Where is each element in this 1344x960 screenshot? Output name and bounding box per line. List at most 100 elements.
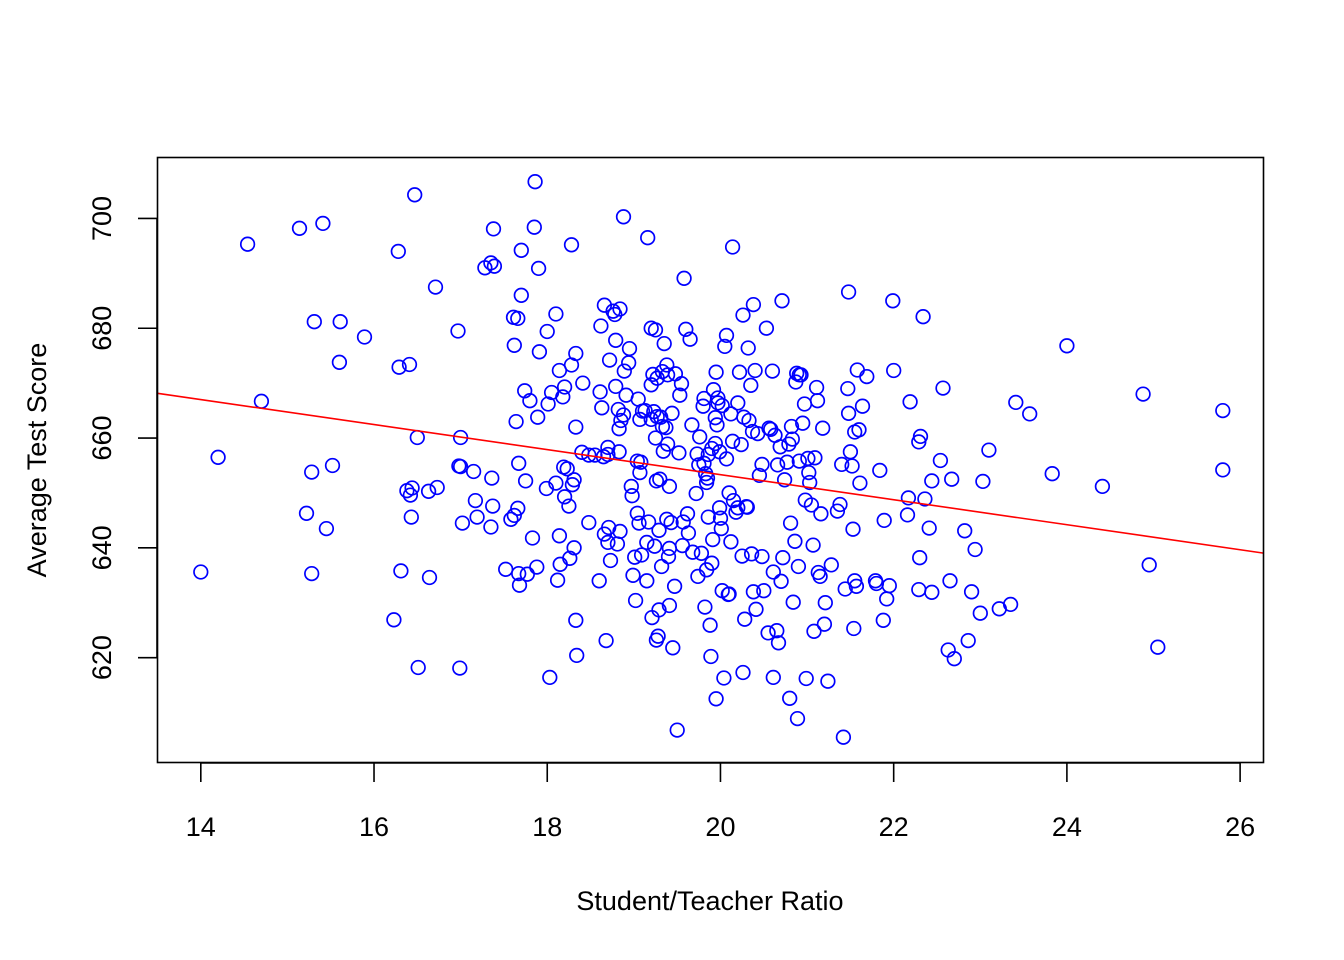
data-point	[748, 601, 764, 617]
data-point	[566, 540, 582, 556]
data-point	[842, 444, 859, 460]
data-point	[730, 395, 746, 411]
data-point	[511, 565, 527, 582]
data-point	[809, 393, 826, 409]
data-point	[846, 620, 862, 637]
data-point	[741, 412, 757, 429]
data-point	[1008, 394, 1024, 411]
data-point	[640, 230, 656, 246]
data-point	[714, 397, 730, 414]
data-point	[549, 572, 566, 588]
data-point	[772, 439, 788, 455]
data-point	[609, 536, 626, 552]
data-point	[420, 483, 437, 499]
data-point	[508, 413, 524, 430]
data-point	[789, 710, 806, 727]
data-point	[1094, 478, 1111, 495]
data-point	[318, 520, 335, 537]
data-point	[386, 612, 402, 628]
data-point	[957, 523, 973, 539]
data-point	[542, 669, 558, 686]
data-point	[410, 659, 426, 676]
data-point	[917, 491, 933, 507]
data-point	[705, 382, 722, 398]
data-point	[915, 309, 931, 325]
data-point	[823, 557, 839, 573]
data-point	[469, 509, 485, 525]
data-point	[1059, 338, 1075, 354]
data-point	[769, 623, 785, 639]
data-point	[598, 632, 614, 649]
data-point	[682, 331, 698, 347]
data-point	[724, 239, 741, 255]
data-point	[743, 377, 759, 393]
data-point	[621, 355, 637, 371]
data-point	[568, 419, 584, 435]
data-point	[484, 470, 500, 486]
data-point	[779, 454, 795, 470]
data-point	[709, 417, 725, 433]
data-point	[815, 420, 831, 436]
data-point	[751, 467, 768, 484]
data-point	[563, 237, 580, 253]
data-point	[403, 509, 419, 525]
data-point	[733, 436, 749, 453]
data-point	[765, 564, 781, 580]
data-point	[840, 405, 857, 421]
data-point	[210, 449, 226, 465]
data-point	[679, 506, 696, 522]
data-point	[817, 595, 833, 611]
data-point	[510, 310, 526, 327]
data-point	[731, 364, 748, 380]
data-point	[740, 340, 756, 356]
data-point	[663, 514, 679, 531]
data-point	[450, 323, 466, 339]
data-point	[745, 584, 762, 600]
data-point	[921, 520, 937, 536]
data-point	[963, 584, 980, 600]
data-point	[671, 445, 687, 461]
data-point	[407, 187, 423, 203]
data-point	[711, 500, 728, 516]
data-point	[639, 573, 655, 589]
data-point	[612, 523, 628, 540]
data-point	[972, 605, 988, 621]
data-point	[601, 352, 618, 368]
data-point	[812, 568, 828, 585]
data-point	[390, 243, 406, 260]
data-point	[734, 548, 750, 564]
data-point	[402, 487, 419, 503]
data-point	[829, 503, 846, 519]
data-point	[820, 673, 836, 689]
data-point	[611, 421, 627, 437]
data-point	[391, 359, 407, 375]
data-point	[356, 329, 373, 345]
data-point	[530, 260, 547, 277]
data-point	[539, 323, 555, 340]
data-point	[639, 534, 655, 551]
y-tick-label: 660	[87, 416, 117, 461]
data-point	[782, 515, 799, 531]
data-point	[707, 435, 723, 452]
data-point	[764, 363, 781, 379]
data-point	[795, 415, 811, 431]
data-point	[594, 400, 610, 416]
data-point	[661, 478, 678, 495]
data-point	[840, 380, 856, 397]
data-point	[758, 320, 775, 336]
x-tick-label: 16	[359, 812, 389, 842]
data-point	[696, 455, 712, 471]
data-point	[765, 669, 781, 686]
data-point	[805, 537, 821, 553]
data-point	[690, 568, 706, 585]
data-point	[513, 287, 529, 303]
data-point	[562, 550, 578, 566]
data-point	[409, 429, 425, 446]
data-point	[849, 362, 865, 378]
data-point	[773, 573, 789, 589]
data-point	[656, 335, 672, 352]
data-point	[600, 534, 616, 551]
data-point	[924, 473, 940, 489]
data-point	[716, 670, 732, 686]
data-point	[743, 546, 760, 562]
